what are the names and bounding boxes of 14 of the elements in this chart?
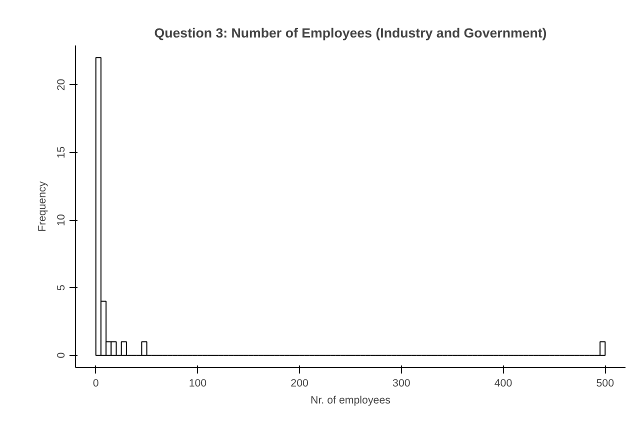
x-tick-label: 100 <box>188 378 207 390</box>
x-axis-title: Nr. of employees <box>310 394 390 406</box>
y-tick-label: 15 <box>56 146 68 158</box>
y-tick-label: 0 <box>56 352 68 358</box>
y-axis-title: Frequency <box>36 180 48 232</box>
y-tick-label: 5 <box>56 284 68 291</box>
x-tick-label: 300 <box>392 378 410 390</box>
y-tick-label: 10 <box>56 214 68 226</box>
y-tick-label: 20 <box>56 78 68 91</box>
x-tick-label: 0 <box>92 378 99 390</box>
chart-title: Question 3: Number of Employees (Industry and Government) <box>154 26 547 40</box>
x-tick-label: 200 <box>290 378 309 390</box>
x-tick-label: 400 <box>494 378 512 390</box>
x-tick-label: 500 <box>596 378 614 390</box>
